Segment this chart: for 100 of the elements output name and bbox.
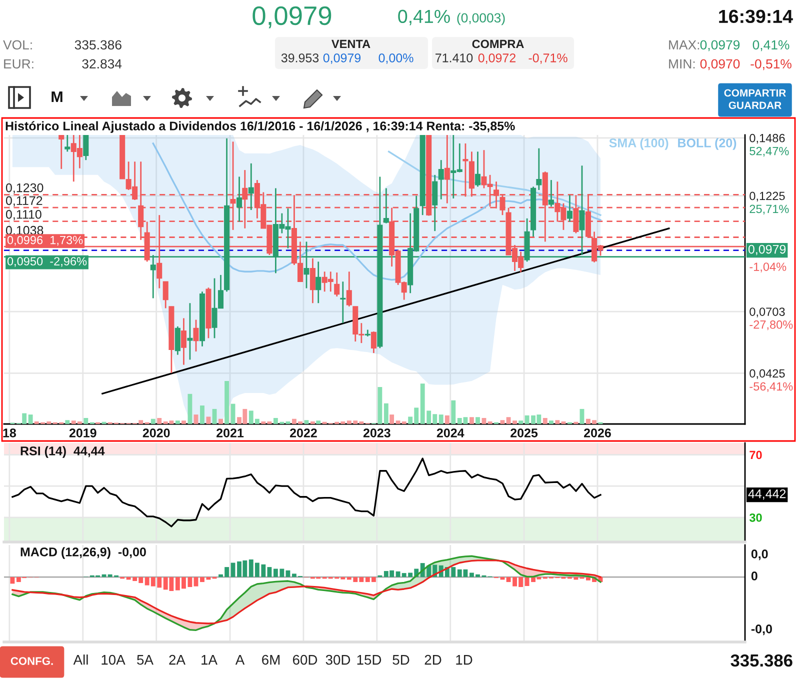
text: CONFG. — [10, 657, 53, 665]
candlestick — [334, 272, 340, 298]
text: VENTA — [332, 40, 370, 48]
bar — [65, 420, 70, 424]
text: 32.834 — [82, 59, 122, 69]
line-series — [388, 150, 602, 216]
text: 0,0979 — [323, 54, 361, 64]
text: 2D — [424, 654, 442, 665]
x-tick-label: 2024 — [436, 428, 464, 438]
bar — [316, 420, 321, 424]
bar — [580, 408, 584, 424]
bar — [542, 418, 548, 424]
bar — [469, 417, 474, 424]
bar — [10, 577, 15, 584]
y-tick-label: 0,0703 — [750, 308, 785, 318]
bar — [157, 418, 162, 424]
text: -0,51% — [750, 59, 792, 70]
bar — [194, 577, 198, 586]
chart-title: MACD (12,26,9) -0,00 — [20, 547, 146, 559]
text: 0,0979 — [700, 40, 740, 52]
line-series — [12, 458, 602, 528]
candlestick — [248, 162, 254, 211]
text: 5A — [137, 655, 154, 665]
x-tick-label: 2025 — [510, 428, 538, 438]
x-tick-label: 2022 — [290, 428, 317, 438]
text: 0,41% — [398, 10, 450, 26]
bar — [182, 420, 186, 424]
y2-tick-label: 25,71% — [750, 204, 789, 215]
bar — [230, 562, 236, 578]
candlestick — [58, 135, 64, 170]
y-tick-label: 0,0425 — [750, 369, 785, 379]
bar — [310, 421, 315, 424]
candlestick — [536, 148, 542, 191]
candlestick — [180, 318, 186, 366]
text: 0 — [751, 572, 758, 580]
candlestick — [566, 194, 572, 222]
bar — [512, 420, 517, 424]
x-tick-label: 2019 — [69, 428, 96, 438]
text: M — [52, 91, 62, 102]
x-tick-label: 2020 — [142, 428, 170, 438]
bar — [200, 577, 204, 582]
bar — [206, 416, 211, 424]
line-series — [152, 142, 602, 281]
text: 16:39:14 — [719, 10, 793, 24]
bar — [175, 420, 180, 424]
ref-line-label: 0,1172 — [6, 196, 42, 207]
text: SMA (100) — [609, 138, 668, 150]
y-tick-label: 30 — [749, 513, 762, 522]
text: 44,442 — [748, 489, 786, 500]
text: EUR: — [4, 59, 34, 69]
candlestick — [174, 326, 180, 356]
ref-line-label: 0,1230 — [6, 183, 44, 194]
text: COMPRA — [472, 40, 524, 48]
text: A — [235, 655, 245, 665]
candlestick — [346, 270, 352, 308]
y2-tick-label: -56,41% — [750, 382, 793, 392]
chart-title: Histórico Lineal Ajustado a Dividendos 16/1/2016 - 16/1/2026 , 16:39:14 Renta: -35,85% — [6, 121, 515, 133]
bar — [304, 420, 309, 424]
y2-tick-label: 52,47% — [750, 146, 789, 157]
y2-tick-label: -27,80% — [750, 320, 793, 330]
text: MIN: — [669, 59, 695, 68]
chart-title: RSI (14) 44,44 — [20, 446, 105, 458]
bar — [390, 414, 394, 424]
candlestick — [383, 188, 389, 224]
candlestick — [64, 135, 70, 152]
x-tick-label: 2026 — [584, 428, 611, 438]
text: 60D — [292, 654, 318, 665]
candlestick — [316, 260, 322, 304]
bar — [194, 414, 198, 424]
candlestick — [193, 319, 199, 352]
candlestick — [162, 280, 168, 309]
text: 30D — [326, 654, 350, 665]
candlestick — [438, 159, 444, 200]
bar — [548, 420, 554, 424]
text: 335.386 — [730, 654, 792, 667]
bar — [482, 418, 486, 424]
text: VOL: — [3, 40, 32, 50]
text: 0,41% — [752, 40, 790, 52]
text: 0,00% — [378, 54, 414, 64]
y-tick-label: 0,1225 — [750, 192, 785, 202]
x-tick-label: 2023 — [363, 428, 390, 438]
candlestick — [432, 174, 438, 232]
bar — [476, 417, 480, 424]
text: BOLL (20) — [678, 138, 736, 150]
x-tick-label: 18 — [3, 428, 16, 438]
text: 0,0970 — [700, 59, 740, 70]
text: -0,71% — [528, 54, 568, 64]
bar — [518, 420, 524, 424]
text: 335.386 — [74, 40, 122, 50]
text: 71.410 — [436, 54, 473, 62]
bar — [506, 417, 511, 424]
bar — [444, 415, 450, 424]
candlestick — [236, 176, 242, 222]
ref-line-label: 0,1038 — [6, 226, 44, 236]
candlestick — [310, 258, 316, 304]
bar — [150, 418, 156, 424]
text: 0,0 — [751, 549, 768, 560]
text: MAX: — [669, 40, 700, 50]
text: All — [73, 654, 88, 665]
ref-line-label: 0,0950 -2,96% — [7, 257, 87, 267]
